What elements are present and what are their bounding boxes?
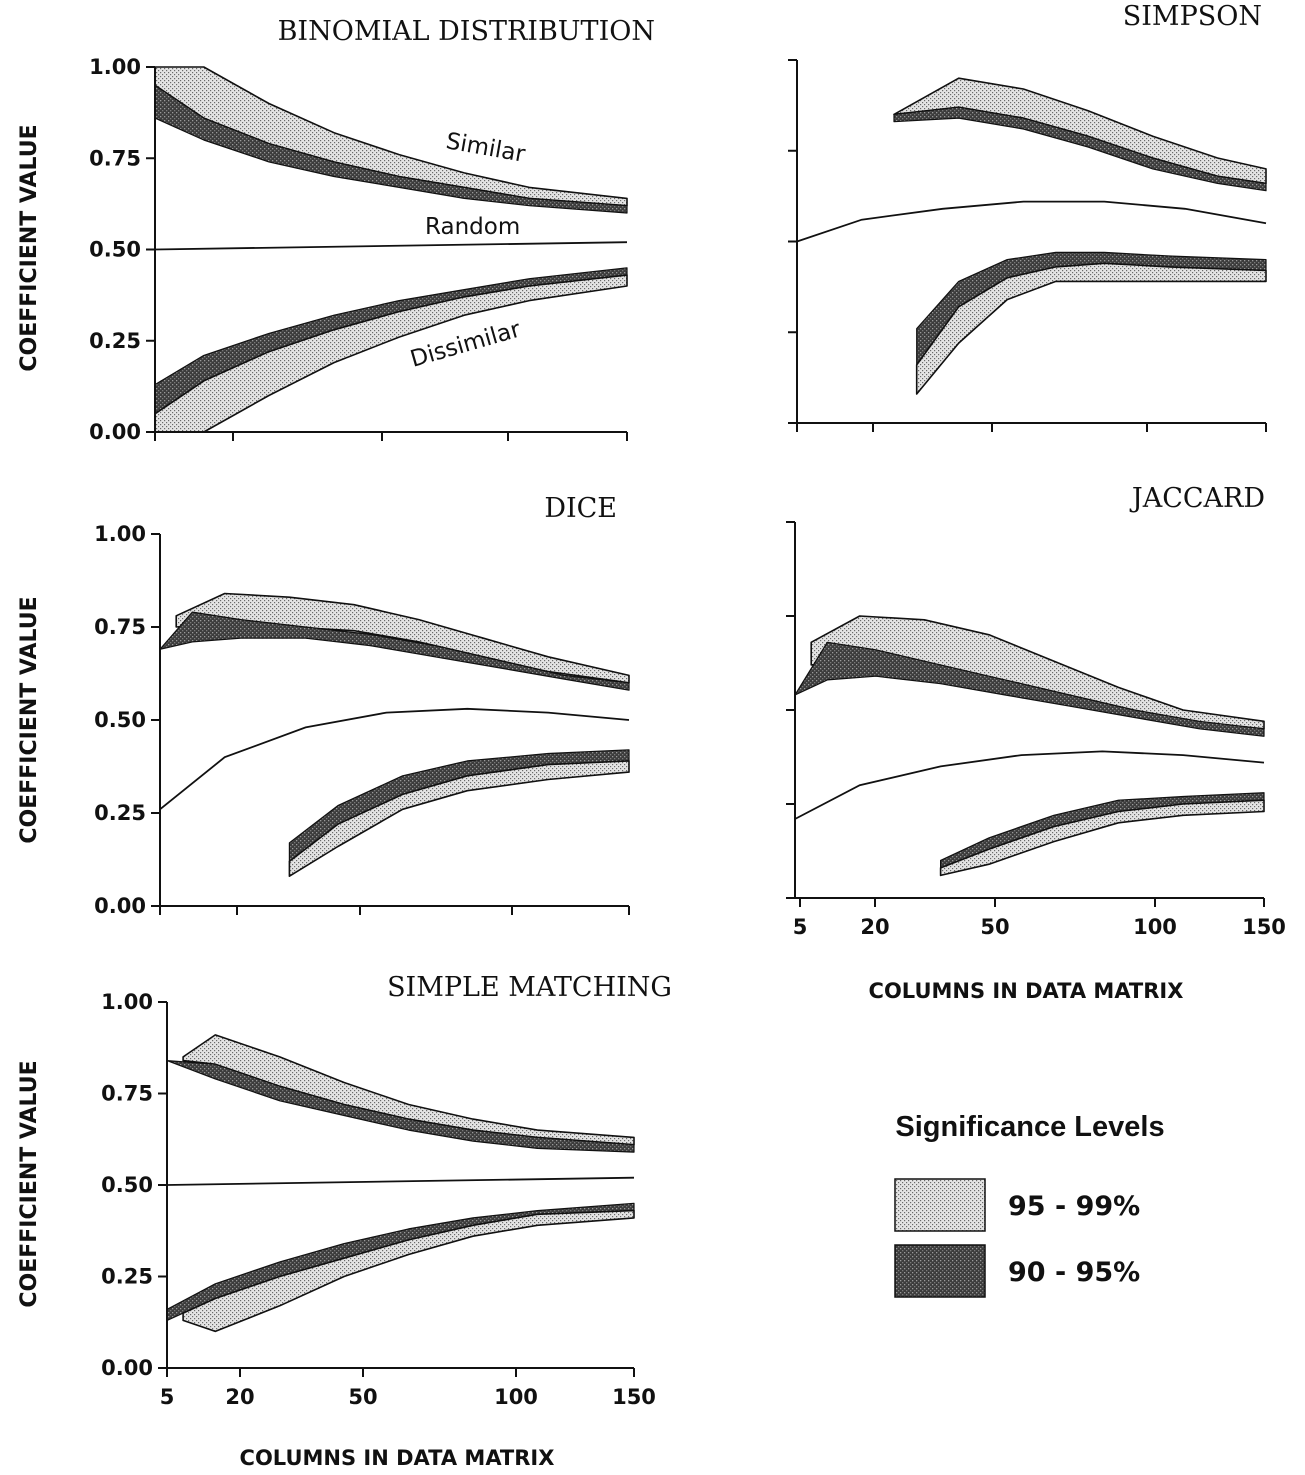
jaccard-x-axis-label: COLUMNS IN DATA MATRIX <box>869 979 1184 1003</box>
y-tick-label: 0.25 <box>89 329 141 353</box>
y-tick-label: 0.75 <box>89 146 141 170</box>
legend-label-90-95: 90 - 95% <box>1008 1257 1140 1288</box>
dice-title: DICE <box>544 493 617 524</box>
jaccard-title: JACCARD <box>1129 483 1265 514</box>
x-tick-label: 150 <box>1242 915 1286 939</box>
simple-matching-panel: SIMPLE MATCHING 0.00 0.25 0.50 0.75 1.00 5 20 5… <box>17 972 672 1470</box>
legend-title: Significance Levels <box>895 1111 1164 1143</box>
band-similar-90-95 <box>166 1060 635 1153</box>
random-expectation-line <box>154 241 628 251</box>
x-tick-label: 5 <box>160 1385 175 1409</box>
band-dissimilar-95-99 <box>154 274 628 433</box>
y-tick-label: 1.00 <box>101 990 153 1014</box>
y-tick-label: 0.50 <box>94 708 146 732</box>
y-tick-label: 0.25 <box>94 801 146 825</box>
simpson-bands <box>893 77 1267 395</box>
y-tick-label: 1.00 <box>94 522 146 546</box>
legend-swatch-90-95 <box>894 1244 986 1298</box>
y-tick-label: 0.25 <box>101 1265 153 1289</box>
x-tick-label: 5 <box>793 915 808 939</box>
jaccard-panel: JACCARD 5 20 50 100 150 COLUMNS IN DATA MATR… <box>786 483 1286 1003</box>
x-tick-label: 20 <box>225 1385 254 1409</box>
y-tick-label: 0.00 <box>94 894 146 918</box>
binomial-random-line <box>154 241 628 251</box>
y-tick-label: 1.00 <box>89 55 141 79</box>
y-tick-label: 0.50 <box>101 1173 153 1197</box>
y-tick-label: 0.00 <box>89 420 141 444</box>
band-dissimilar-95-99 <box>288 760 630 877</box>
x-tick-label: 100 <box>494 1385 538 1409</box>
y-tick-label: 0.75 <box>94 615 146 639</box>
x-tick-label: 50 <box>980 915 1009 939</box>
simple-matching-title: SIMPLE MATCHING <box>387 972 672 1003</box>
random-expectation-line <box>166 1176 635 1186</box>
simple-matching-y-axis-label: COEFFICIENT VALUE <box>17 1060 42 1307</box>
band-similar-90-95 <box>159 611 630 691</box>
simple-matching-axes: 0.00 0.25 0.50 0.75 1.00 5 20 50 100 150 <box>101 990 656 1409</box>
dice-random-line <box>159 707 630 811</box>
band-similar-90-95 <box>154 84 628 214</box>
band-dissimilar-95-99 <box>182 1209 635 1333</box>
dice-bands <box>159 592 630 877</box>
dice-panel: DICE 0.00 0.25 0.50 0.75 1.00 COEFFICIENT VA… <box>17 493 630 918</box>
simpson-title: SIMPSON <box>1123 1 1262 32</box>
band-dissimilar-95-99 <box>939 799 1265 877</box>
dice-y-axis-label: COEFFICIENT VALUE <box>17 596 42 843</box>
x-tick-label: 150 <box>612 1385 656 1409</box>
random-expectation-line <box>794 750 1265 820</box>
simpson-panel: SIMPSON <box>788 1 1267 432</box>
legend: Significance Levels 95 - 99% 90 - 95% <box>894 1111 1165 1298</box>
band-similar-90-95 <box>893 106 1267 192</box>
x-tick-label: 50 <box>348 1385 377 1409</box>
y-tick-label: 0.50 <box>89 238 141 262</box>
binomial-title: BINOMIAL DISTRIBUTION <box>278 16 655 47</box>
binomial-panel: BINOMIAL DISTRIBUTION 0.00 0.25 0.50 0.75 1.… <box>17 16 655 444</box>
dice-axes: 0.00 0.25 0.50 0.75 1.00 <box>94 522 630 918</box>
legend-label-95-99: 95 - 99% <box>1008 1191 1140 1222</box>
jaccard-random-line <box>794 750 1265 820</box>
band-dissimilar-95-99 <box>915 262 1267 395</box>
x-tick-label: 20 <box>860 915 889 939</box>
band-similar-90-95 <box>794 641 1265 737</box>
simple-matching-random-line <box>166 1176 635 1186</box>
annotation-random: Random <box>425 214 520 240</box>
y-tick-label: 0.00 <box>101 1356 153 1380</box>
band-similar-95-99 <box>893 77 1267 185</box>
annotation-similar: Similar <box>444 128 528 168</box>
legend-swatch-95-99 <box>894 1178 986 1232</box>
simpson-random-line <box>796 200 1267 243</box>
jaccard-axes: 5 20 50 100 150 <box>786 521 1286 939</box>
jaccard-bands <box>794 615 1265 877</box>
simple-matching-bands <box>166 1034 635 1333</box>
binomial-y-axis-label: COEFFICIENT VALUE <box>17 124 42 371</box>
x-tick-label: 100 <box>1133 915 1177 939</box>
random-expectation-line <box>796 200 1267 243</box>
simpson-axes <box>788 59 1267 432</box>
binomial-axes: 0.00 0.25 0.50 0.75 1.00 <box>89 55 628 444</box>
random-expectation-line <box>159 707 630 811</box>
binomial-bands <box>154 66 628 433</box>
y-tick-label: 0.75 <box>101 1082 153 1106</box>
simple-matching-x-axis-label: COLUMNS IN DATA MATRIX <box>240 1446 555 1470</box>
